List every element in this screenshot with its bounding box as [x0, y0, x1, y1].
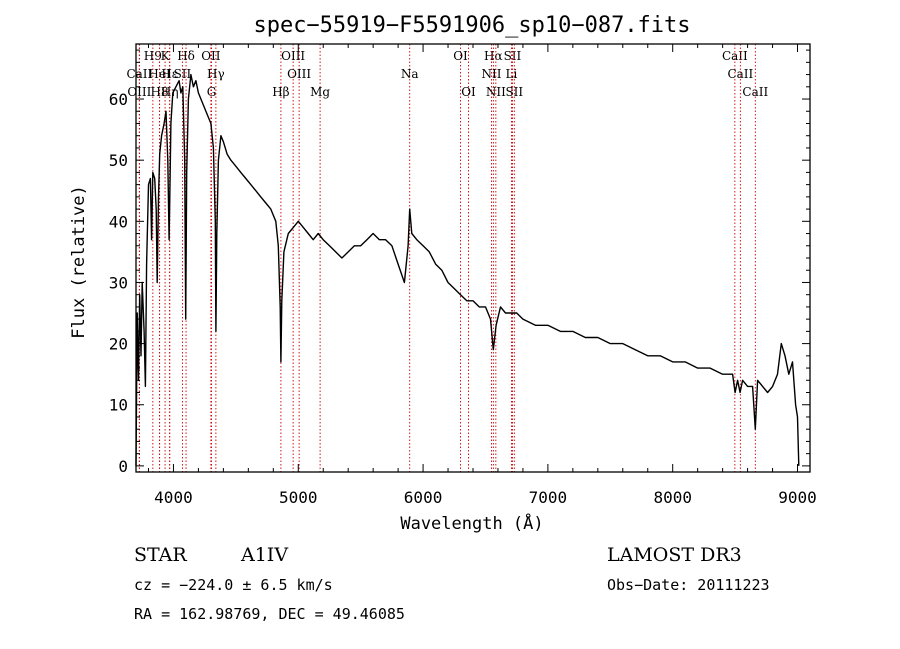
marker-label-16: Mg — [310, 85, 330, 99]
x-tick-label: 6000 — [404, 488, 443, 507]
spectrum-line — [135, 73, 800, 466]
marker-label-7: CaII — [722, 49, 748, 63]
marker-label-18: NII — [486, 85, 506, 99]
marker-label-19: SII — [505, 85, 523, 99]
marker-label-10: Na — [401, 67, 419, 81]
marker-label-13: CaII — [727, 67, 753, 81]
marker-label-24: SII — [174, 67, 192, 81]
y-axis-label: Flux (relative) — [69, 185, 89, 339]
marker-label-1: Hδ — [177, 49, 195, 63]
y-tick-label: 60 — [109, 90, 128, 109]
marker-label-2: OII — [201, 49, 221, 63]
marker-label-25: OIII — [127, 85, 151, 99]
marker-label-21: H9 — [144, 49, 162, 63]
y-tick-label: 0 — [118, 457, 128, 476]
marker-label-5: Hα — [484, 49, 503, 63]
y-tick-label: 20 — [109, 335, 128, 354]
marker-label-8: Hγ — [207, 67, 225, 81]
marker-label-23: HeI — [148, 67, 171, 81]
x-tick-label: 4000 — [154, 488, 193, 507]
object-class: STAR — [134, 544, 187, 566]
x-tick-label: 7000 — [529, 488, 568, 507]
marker-label-12: Li — [506, 67, 518, 81]
x-tick-label: 8000 — [653, 488, 692, 507]
x-axis-label: Wavelength (Å) — [400, 512, 543, 534]
marker-label-28: Hε — [161, 67, 178, 81]
spectrum-curve-group — [135, 73, 800, 466]
chart-title: spec−55919−F5591906_sp10−087.fits — [253, 13, 690, 38]
marker-label-27: H8 — [151, 85, 169, 99]
x-tick-label: 9000 — [778, 488, 817, 507]
y-tick-label: 50 — [109, 151, 128, 170]
marker-label-22: CaII — [126, 67, 152, 81]
marker-label-4: OI — [453, 49, 468, 63]
marker-label-17: OI — [461, 85, 476, 99]
marker-label-26: Hη — [161, 85, 179, 99]
plot-frame — [135, 43, 811, 473]
survey-label: LAMOST DR3 — [607, 544, 742, 566]
y-tick-label: 30 — [109, 273, 128, 292]
y-tick-label: 10 — [109, 396, 128, 415]
x-tick-label: 5000 — [279, 488, 318, 507]
marker-label-9: OIII — [287, 67, 311, 81]
marker-label-15: Hβ — [272, 85, 289, 99]
object-subclass: A1IV — [240, 544, 288, 566]
y-tick-label: 40 — [109, 212, 128, 231]
redshift-label: cz = −224.0 ± 6.5 km/s — [134, 576, 333, 594]
marker-label-6: SII — [504, 49, 522, 63]
marker-label-14: G — [207, 85, 217, 99]
marker-label-3: OIII — [281, 49, 305, 63]
coords-label: RA = 162.98769, DEC = 49.46085 — [134, 605, 405, 623]
obs-date-label: Obs−Date: 20111223 — [607, 576, 770, 594]
marker-label-20: CaII — [742, 85, 768, 99]
axis-ticks: 4000 5000 6000 7000 8000 9000 0 10 20 30 40 50 60 — [109, 44, 817, 507]
marker-label-11: NII — [481, 67, 501, 81]
marker-label-0: K — [161, 49, 171, 63]
